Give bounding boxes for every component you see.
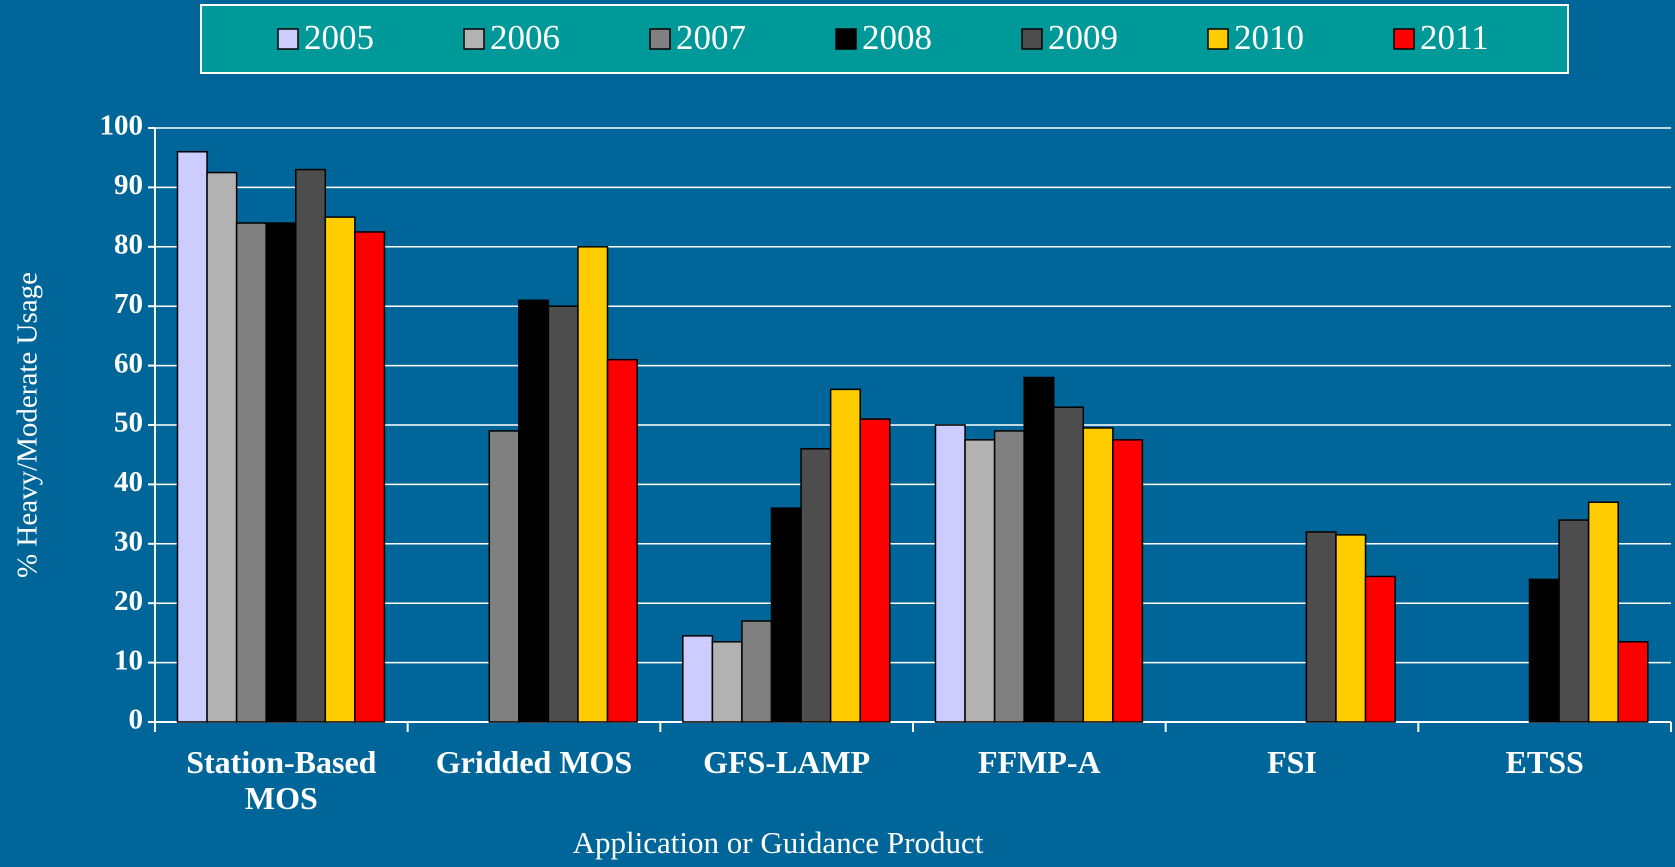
y-tick-label: 50	[114, 407, 143, 439]
y-axis-title: % Heavy/Moderate Usage	[12, 272, 44, 578]
legend-label: 2005	[304, 18, 374, 57]
bar	[265, 222, 297, 723]
legend-swatch	[1393, 28, 1415, 50]
legend-swatch	[649, 28, 671, 50]
bar	[1023, 376, 1055, 723]
bar	[993, 430, 1025, 723]
y-tick-label: 90	[114, 169, 143, 201]
bar	[235, 222, 267, 723]
x-axis-title: Application or Guidance Product	[573, 825, 984, 860]
bar	[859, 418, 891, 723]
legend-swatch	[463, 28, 485, 50]
legend-swatch	[1021, 28, 1043, 50]
bar	[964, 439, 996, 723]
legend-label: 2007	[676, 18, 746, 57]
x-tick-label: ETSS	[1505, 744, 1584, 780]
legend-label: 2008	[862, 18, 932, 57]
legend-label: 2010	[1234, 18, 1304, 57]
bar	[176, 151, 208, 723]
y-tick-label: 70	[114, 288, 143, 320]
bar	[682, 635, 714, 723]
bar	[934, 424, 966, 723]
x-tick-label: Station-Based MOS	[186, 744, 377, 816]
legend-swatch	[277, 28, 299, 50]
bar	[1082, 427, 1114, 723]
bar	[1558, 519, 1590, 723]
y-tick-label: 40	[114, 466, 143, 498]
bar	[488, 430, 520, 723]
bar	[547, 305, 579, 723]
y-tick-label: 80	[114, 228, 143, 260]
bar	[1335, 534, 1367, 723]
bar	[577, 246, 609, 723]
legend-label: 2009	[1048, 18, 1118, 57]
bar	[1305, 531, 1337, 723]
bar	[1112, 439, 1144, 723]
x-tick-label: Gridded MOS	[435, 744, 633, 780]
y-tick-label: 30	[114, 525, 143, 557]
x-tick-label: GFS-LAMP	[703, 744, 871, 780]
bar	[800, 448, 832, 723]
legend-box	[200, 4, 1569, 74]
y-tick-label: 10	[114, 644, 143, 676]
legend-label: 2011	[1420, 18, 1489, 57]
bar	[354, 231, 386, 723]
bar	[1617, 641, 1649, 723]
y-tick-label: 60	[114, 347, 143, 379]
bar	[829, 388, 861, 723]
legend-label: 2006	[490, 18, 560, 57]
x-tick-label: FFMP-A	[978, 744, 1101, 780]
bar	[741, 620, 773, 723]
bar	[1528, 578, 1560, 723]
bar	[518, 299, 550, 723]
y-tick-label: 20	[114, 585, 143, 617]
bar	[606, 358, 638, 723]
y-tick-label: 0	[129, 704, 144, 736]
y-tick-label: 100	[100, 110, 144, 142]
bar	[1052, 406, 1085, 723]
bar	[1364, 575, 1396, 723]
bar	[1587, 501, 1619, 723]
bar	[711, 641, 743, 723]
bar	[206, 171, 238, 723]
bar	[324, 216, 356, 723]
legend-swatch	[835, 28, 857, 50]
legend-swatch	[1207, 28, 1229, 50]
bar	[770, 507, 802, 723]
x-tick-label: FSI	[1267, 744, 1317, 780]
bar	[294, 168, 327, 723]
